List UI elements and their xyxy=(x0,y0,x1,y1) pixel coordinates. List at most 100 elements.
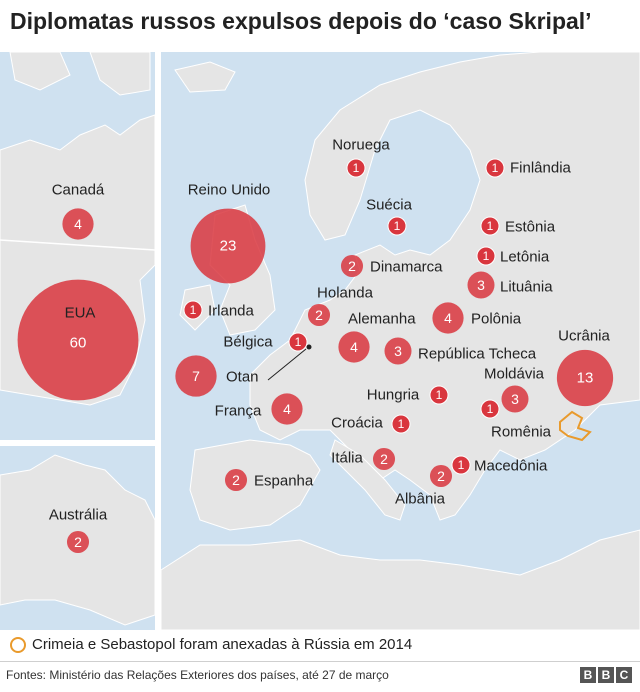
value-irlanda: 1 xyxy=(190,303,197,317)
value-romenia: 1 xyxy=(487,402,494,416)
bubble-macedonia xyxy=(451,455,471,475)
label-polonia: Polônia xyxy=(471,311,522,328)
bubble-suecia xyxy=(387,216,407,236)
value-holanda: 2 xyxy=(315,307,323,323)
label-ucrania: Ucrânia xyxy=(558,328,610,345)
value-canada: 4 xyxy=(74,216,82,232)
bubble-franca xyxy=(271,393,303,425)
bubble-ucrania xyxy=(556,349,614,407)
bubble-republica-tcheca xyxy=(384,337,412,365)
label-dinamarca: Dinamarca xyxy=(370,259,443,276)
label-otan: Otan xyxy=(226,369,259,386)
bubble-romenia xyxy=(480,399,500,419)
value-republica-tcheca: 3 xyxy=(394,343,402,359)
bubble-belgica xyxy=(288,332,308,352)
bubble-australia xyxy=(66,530,90,554)
label-eua: EUA xyxy=(65,305,96,322)
map: 4 Canadá 60 EUA 2 Austrália 23 Reino Unido 1 Irla… xyxy=(0,52,640,630)
label-letonia: Letônia xyxy=(500,249,550,266)
label-irlanda: Irlanda xyxy=(208,303,255,320)
bubble-lituania xyxy=(467,271,495,299)
bbc-letter: B xyxy=(580,667,596,683)
label-alemanha: Alemanha xyxy=(348,311,416,328)
label-moldavia: Moldávia xyxy=(484,366,545,383)
arctic-islands xyxy=(9,52,151,96)
value-belgica: 1 xyxy=(295,335,302,349)
value-italia: 2 xyxy=(380,451,388,467)
bubble-letonia xyxy=(476,246,496,266)
value-dinamarca: 2 xyxy=(348,258,356,274)
value-finlandia: 1 xyxy=(492,161,499,175)
label-albania: Albânia xyxy=(395,491,446,508)
bbc-logo: B B C xyxy=(580,667,632,683)
source-note: Fontes: Ministério das Relações Exterior… xyxy=(6,668,389,682)
label-holanda: Holanda xyxy=(317,285,374,302)
label-finlandia: Finlândia xyxy=(510,160,572,177)
value-estonia: 1 xyxy=(487,219,494,233)
legend-text: Crimeia e Sebastopol foram anexadas à Rú… xyxy=(32,636,413,653)
footer-divider xyxy=(0,661,640,662)
label-croacia: Croácia xyxy=(331,415,383,432)
value-lituania: 3 xyxy=(477,277,485,293)
canada-us-border xyxy=(0,239,156,251)
italy-land xyxy=(329,439,406,521)
value-espanha: 2 xyxy=(232,472,240,488)
value-otan: 7 xyxy=(192,368,200,384)
bubble-croacia xyxy=(391,414,411,434)
bbc-letter: C xyxy=(616,667,632,683)
label-suecia: Suécia xyxy=(366,197,413,214)
bubble-estonia xyxy=(480,216,500,236)
value-alemanha: 4 xyxy=(350,339,358,355)
value-reino-unido: 23 xyxy=(220,238,237,255)
label-republica-tcheca: República Tcheca xyxy=(418,346,537,363)
value-eua: 60 xyxy=(70,335,87,352)
bubble-albania xyxy=(429,464,453,488)
page-title: Diplomatas russos expulsos depois do ‘ca… xyxy=(10,8,592,34)
otan-pointer-dot xyxy=(306,344,312,350)
value-noruega: 1 xyxy=(353,161,360,175)
value-polonia: 4 xyxy=(444,310,452,326)
iceland-land xyxy=(174,61,236,93)
bubble-reino-unido xyxy=(190,208,266,284)
value-moldavia: 3 xyxy=(511,391,519,407)
otan-pointer-line xyxy=(267,348,307,381)
label-australia: Austrália xyxy=(49,507,108,524)
bubble-polonia xyxy=(432,302,464,334)
bubble-alemanha xyxy=(338,331,370,363)
label-italia: Itália xyxy=(331,450,363,467)
label-canada: Canadá xyxy=(52,182,105,199)
bubble-hungria xyxy=(429,385,449,405)
value-letonia: 1 xyxy=(483,249,490,263)
label-lituania: Lituânia xyxy=(500,279,553,296)
label-romenia: Romênia xyxy=(491,424,552,441)
value-franca: 4 xyxy=(283,401,291,417)
label-franca: França xyxy=(215,403,262,420)
value-albania: 2 xyxy=(437,468,445,484)
crimea-legend-icon xyxy=(10,636,26,653)
africa-land xyxy=(160,529,640,630)
value-ucrania: 13 xyxy=(577,370,594,387)
legend: Crimeia e Sebastopol foram anexadas à Rú… xyxy=(10,636,412,653)
label-espanha: Espanha xyxy=(254,473,314,490)
bubble-irlanda xyxy=(183,300,203,320)
bubble-dinamarca xyxy=(340,254,364,278)
bbc-letter: B xyxy=(598,667,614,683)
label-belgica: Bélgica xyxy=(223,334,273,351)
value-suecia: 1 xyxy=(394,219,401,233)
bubble-eua xyxy=(17,279,139,401)
value-australia: 2 xyxy=(74,534,82,550)
bubble-italia xyxy=(372,447,396,471)
label-macedonia: Macedônia xyxy=(474,458,548,475)
bubble-finlandia xyxy=(485,158,505,178)
label-noruega: Noruega xyxy=(332,137,390,154)
bubble-holanda xyxy=(307,303,331,327)
label-hungria: Hungria xyxy=(367,387,420,404)
value-croacia: 1 xyxy=(398,417,405,431)
bubble-noruega xyxy=(346,158,366,178)
value-macedonia: 1 xyxy=(458,458,465,472)
bubble-otan xyxy=(175,355,217,397)
iberia-land xyxy=(189,439,321,531)
bubble-moldavia xyxy=(501,385,529,413)
